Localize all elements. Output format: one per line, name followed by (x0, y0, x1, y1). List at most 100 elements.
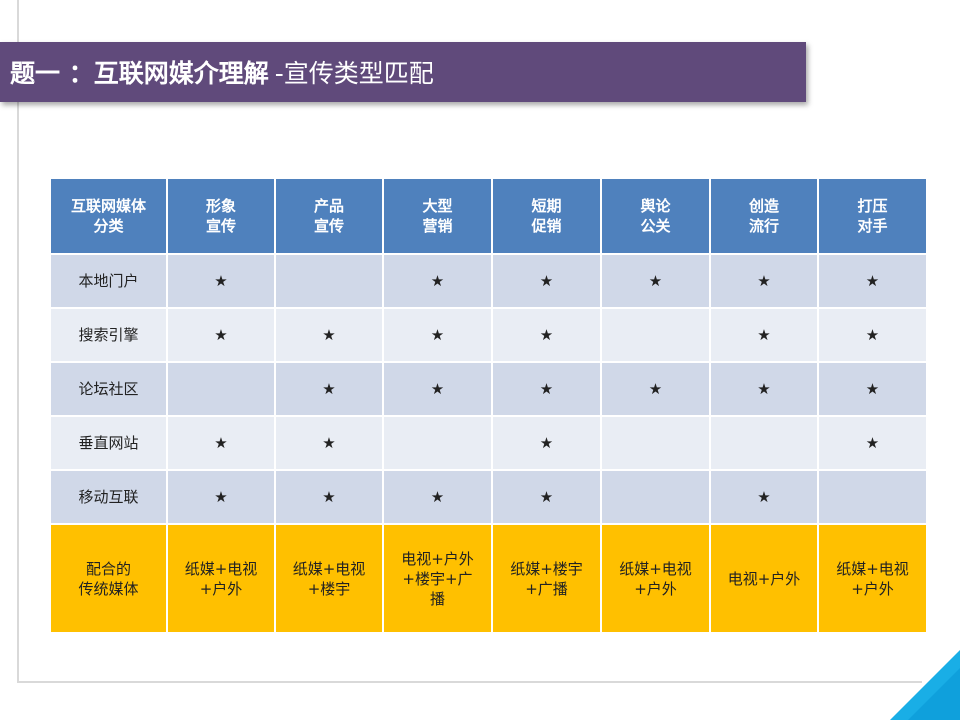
header-cell-product-promo: 产品 宣传 (274, 177, 384, 255)
header-line: 打压 (857, 197, 888, 215)
star-mark-cell: ★ (817, 361, 928, 417)
header-line: 短期 (531, 197, 562, 215)
star-icon: ★ (757, 380, 771, 398)
footer-line: 纸媒+电视 (292, 559, 366, 578)
star-mark-cell: ★ (491, 361, 602, 417)
star-mark-cell: ★ (817, 253, 928, 309)
star-icon: ★ (539, 326, 554, 344)
media-matching-table: 互联网媒体 分类 形象 宣传 产品 宣传 大型 营销 短期 促销 (49, 177, 928, 634)
footer-cell: 纸媒+电视 +楼宇 (274, 523, 384, 634)
table-row: 本地门户 ★ ★ ★ ★ ★ ★ (49, 253, 928, 309)
header-line: 促销 (531, 217, 562, 235)
footer-cell: 电视+户外 (709, 523, 819, 634)
footer-line: 播 (429, 589, 445, 608)
table-row: 论坛社区 ★ ★ ★ ★ ★ ★ (49, 361, 928, 417)
header-line: 公关 (640, 217, 671, 235)
table-body: 本地门户 ★ ★ ★ ★ ★ ★ 搜索引擎 ★ ★ ★ ★ ★ ★ 论坛社区 ★ ★ ★ ★ ★ ★ 垂直网站 ★ ★ ★ ★ 移动… (49, 253, 928, 525)
header-cell-suppress-rival: 打压 对手 (817, 177, 928, 255)
star-icon: ★ (757, 326, 771, 344)
title-bar: 题一 ：互联网媒介理解 -宣传类型匹配 (0, 42, 806, 102)
header-line: 互联网媒体 (70, 197, 146, 215)
star-icon: ★ (539, 272, 554, 290)
footer-line: 纸媒+电视 (184, 559, 258, 578)
star-icon: ★ (322, 380, 336, 398)
header-line: 舆论 (640, 197, 671, 215)
star-icon: ★ (757, 488, 771, 506)
star-mark-cell: ★ (600, 253, 711, 309)
traditional-media-row: 配合的 传统媒体 纸媒+电视 +户外 纸媒+电视 +楼宇 电视+户外 +楼宇+广… (49, 523, 928, 634)
footer-line: 电视+户外 (401, 549, 474, 568)
star-mark-cell: ★ (491, 253, 602, 309)
table-row: 垂直网站 ★ ★ ★ ★ (49, 415, 928, 471)
row-label-cell: 论坛社区 (49, 361, 168, 417)
star-icon: ★ (214, 272, 228, 290)
row-label-cell: 垂直网站 (49, 415, 168, 471)
star-mark-cell: ★ (166, 469, 276, 525)
star-mark-cell: ★ (382, 307, 493, 363)
header-cell-image-promo: 形象 宣传 (166, 177, 276, 255)
star-mark-cell: ★ (274, 361, 384, 417)
star-icon: ★ (322, 488, 336, 506)
table-header-row: 互联网媒体 分类 形象 宣传 产品 宣传 大型 营销 短期 促销 (49, 177, 928, 255)
empty-cell (817, 469, 928, 525)
empty-cell (600, 307, 711, 363)
header-line: 产品 (313, 197, 344, 215)
star-mark-cell: ★ (382, 253, 493, 309)
star-mark-cell: ★ (274, 469, 384, 525)
header-cell-category: 互联网媒体 分类 (49, 177, 168, 255)
footer-line: +户外 (199, 579, 243, 598)
star-icon: ★ (322, 434, 336, 452)
star-icon: ★ (648, 380, 663, 398)
footer-line: +广播 (525, 579, 568, 598)
title-sub: -宣传类型匹配 (274, 59, 434, 88)
title-main: 题一 ：互联网媒介理解 (10, 59, 269, 88)
star-mark-cell: ★ (491, 415, 602, 471)
star-mark-cell: ★ (817, 307, 928, 363)
star-icon: ★ (214, 434, 228, 452)
header-line: 宣传 (313, 217, 344, 235)
table-row: 移动互联 ★ ★ ★ ★ ★ (49, 469, 928, 525)
star-mark-cell: ★ (166, 253, 276, 309)
star-icon: ★ (214, 326, 228, 344)
footer-cell: 纸媒+电视 +户外 (166, 523, 276, 634)
star-mark-cell: ★ (491, 469, 602, 525)
footer-cell: 电视+户外 +楼宇+广 播 (382, 523, 493, 634)
frame-line-left (17, 0, 19, 683)
footer-cell: 纸媒+电视 +户外 (600, 523, 711, 634)
star-icon: ★ (865, 380, 880, 398)
table-row: 搜索引擎 ★ ★ ★ ★ ★ ★ (49, 307, 928, 363)
empty-cell (274, 253, 384, 309)
header-line: 大型 (422, 197, 453, 215)
star-mark-cell: ★ (709, 361, 819, 417)
header-cell-public-relations: 舆论 公关 (600, 177, 711, 255)
empty-cell (709, 415, 819, 471)
footer-cell: 纸媒+电视 +户外 (817, 523, 928, 634)
star-icon: ★ (757, 272, 771, 290)
footer-line: +户外 (634, 579, 677, 598)
star-icon: ★ (322, 326, 336, 344)
footer-line: 电视+户外 (727, 569, 801, 588)
footer-line: 纸媒+电视 (836, 559, 909, 578)
star-mark-cell: ★ (709, 307, 819, 363)
header-line: 对手 (857, 217, 888, 235)
star-mark-cell: ★ (709, 253, 819, 309)
star-mark-cell: ★ (382, 361, 493, 417)
header-line: 创造 (748, 197, 779, 215)
star-mark-cell: ★ (491, 307, 602, 363)
star-mark-cell: ★ (166, 415, 276, 471)
footer-label-cell: 配合的 传统媒体 (49, 523, 168, 634)
star-mark-cell: ★ (382, 469, 493, 525)
star-icon: ★ (430, 380, 445, 398)
star-icon: ★ (865, 272, 880, 290)
header-line: 流行 (748, 217, 779, 235)
star-icon: ★ (430, 488, 445, 506)
star-mark-cell: ★ (709, 469, 819, 525)
empty-cell (166, 361, 276, 417)
corner-accent-triangle-inner (908, 668, 960, 720)
star-mark-cell: ★ (274, 415, 384, 471)
footer-line: 配合的 (85, 559, 131, 578)
star-icon: ★ (865, 326, 880, 344)
footer-line: 传统媒体 (78, 579, 139, 598)
header-line: 宣传 (205, 217, 236, 235)
